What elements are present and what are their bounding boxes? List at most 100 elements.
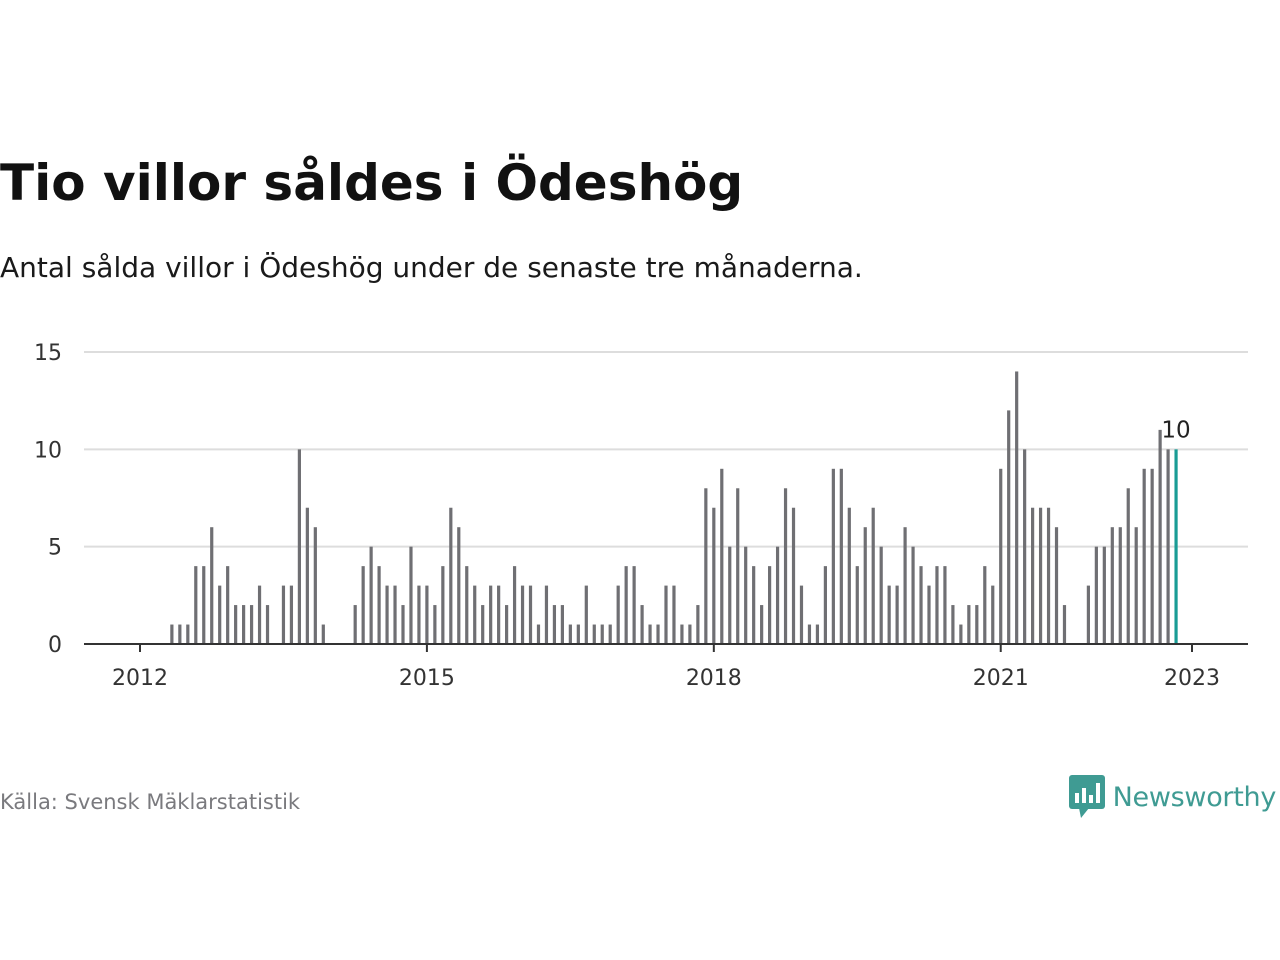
bar: [704, 488, 708, 644]
source-note: Källa: Svensk Mäklarstatistik: [0, 790, 301, 814]
bar: [744, 546, 748, 644]
bar: [194, 566, 198, 644]
bar: [736, 488, 740, 644]
bar: [178, 624, 182, 644]
bar: [672, 585, 676, 644]
bar: [1126, 488, 1130, 644]
bar: [353, 605, 357, 644]
bar: [584, 585, 588, 644]
bar: [1015, 371, 1019, 644]
bar: [385, 585, 389, 644]
bar: [1023, 449, 1027, 644]
bar: [505, 605, 509, 644]
bar: [823, 566, 827, 644]
bar: [664, 585, 668, 644]
bar: [361, 566, 365, 644]
newsworthy-chart-bubble-icon: [1068, 775, 1105, 818]
bar: [624, 566, 628, 644]
bar: [871, 507, 875, 644]
bar: [760, 605, 764, 644]
bar: [783, 488, 788, 644]
bar: [497, 585, 501, 644]
bar: [369, 546, 373, 644]
bar: [991, 585, 995, 644]
y-tick-label: 5: [48, 536, 62, 561]
bar: [887, 585, 891, 644]
bar: [632, 566, 636, 644]
bar: [608, 624, 612, 644]
bar: [983, 566, 987, 644]
bar: [441, 566, 445, 644]
bar: [544, 585, 549, 644]
bar: [560, 605, 564, 644]
bar: [552, 605, 557, 644]
bar: [536, 624, 541, 644]
bar: [377, 566, 381, 644]
bar: [313, 527, 317, 644]
bar: [289, 585, 294, 644]
bar: [186, 624, 190, 644]
bar: [688, 624, 692, 644]
bar: [473, 585, 477, 644]
bar: [528, 585, 533, 644]
y-tick-label: 15: [34, 341, 62, 366]
bar: [815, 624, 820, 644]
bar: [919, 566, 923, 644]
bar: [935, 566, 939, 644]
bar: [512, 566, 517, 644]
bar: [1102, 546, 1106, 644]
bar: [568, 624, 572, 644]
bar: [242, 605, 246, 644]
bar: [520, 585, 525, 644]
y-tick-label: 0: [48, 633, 62, 658]
bar: [696, 605, 700, 644]
bar: [265, 605, 270, 644]
bar-chart: 0 5 10 15 2012 2015 2018 2021 2023 10: [34, 341, 1248, 691]
x-tick-label: 2021: [973, 666, 1029, 691]
bar: [863, 527, 867, 644]
chart-subtitle: Antal sålda villor i Ödeshög under de se…: [0, 251, 863, 284]
bar: [297, 449, 301, 644]
brand-logo: Newsworthy: [1068, 774, 1276, 820]
bar: [576, 624, 580, 644]
bar: [791, 507, 796, 644]
bar: [768, 566, 772, 644]
x-tick-label: 2012: [112, 666, 168, 691]
chart-title: Tio villor såldes i Ödeshög: [0, 154, 744, 212]
bar: [281, 585, 286, 644]
bar: [927, 585, 931, 644]
bar: [1086, 585, 1090, 644]
bar: [226, 566, 230, 644]
bar: [839, 468, 843, 644]
bar: [1158, 429, 1162, 644]
bar: [640, 605, 644, 644]
labels: 0 5 10 15 2012 2015 2018 2021 2023 10: [34, 341, 1220, 691]
bar: [831, 468, 835, 644]
bar: [218, 585, 222, 644]
bar: [1038, 507, 1043, 644]
bar: [1118, 527, 1122, 644]
bar: [600, 624, 604, 644]
bar: [1031, 507, 1035, 644]
bar: [1134, 527, 1138, 644]
y-tick-label: 10: [34, 438, 62, 463]
bar: [1062, 605, 1067, 644]
bar: [967, 605, 971, 644]
bar: [712, 507, 716, 644]
bar: [393, 585, 397, 644]
bar: [1094, 546, 1098, 644]
bar: [305, 507, 309, 644]
bar: [879, 546, 883, 644]
bar: [775, 546, 780, 644]
bar: [457, 527, 461, 644]
bar: [234, 605, 238, 644]
bar: [1007, 410, 1011, 644]
axes: [84, 643, 1248, 652]
bar: [489, 585, 493, 644]
bar: [855, 566, 859, 644]
bar: [210, 527, 214, 644]
bar: [1054, 527, 1059, 644]
x-tick-label: 2018: [686, 666, 742, 691]
x-tick-label: 2023: [1164, 666, 1220, 691]
bar: [799, 585, 804, 644]
